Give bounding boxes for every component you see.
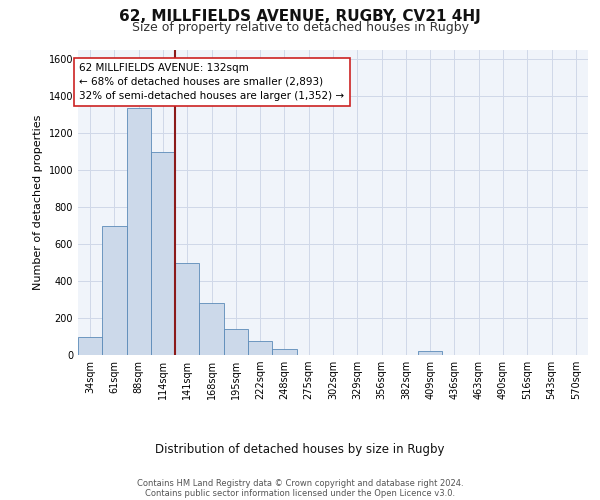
Bar xyxy=(78,336,102,355)
Bar xyxy=(418,352,442,355)
Bar xyxy=(175,262,199,355)
Text: 62 MILLFIELDS AVENUE: 132sqm
← 68% of detached houses are smaller (2,893)
32% of: 62 MILLFIELDS AVENUE: 132sqm ← 68% of de… xyxy=(79,63,344,101)
Bar xyxy=(199,303,224,355)
Bar xyxy=(272,350,296,355)
Text: 62, MILLFIELDS AVENUE, RUGBY, CV21 4HJ: 62, MILLFIELDS AVENUE, RUGBY, CV21 4HJ xyxy=(119,9,481,24)
Y-axis label: Number of detached properties: Number of detached properties xyxy=(33,115,43,290)
Bar xyxy=(248,341,272,355)
Bar xyxy=(127,108,151,355)
Text: Size of property relative to detached houses in Rugby: Size of property relative to detached ho… xyxy=(131,22,469,35)
Bar xyxy=(151,152,175,355)
Bar xyxy=(224,329,248,355)
Bar xyxy=(102,226,127,355)
Text: Contains public sector information licensed under the Open Licence v3.0.: Contains public sector information licen… xyxy=(145,489,455,498)
Text: Distribution of detached houses by size in Rugby: Distribution of detached houses by size … xyxy=(155,442,445,456)
Text: Contains HM Land Registry data © Crown copyright and database right 2024.: Contains HM Land Registry data © Crown c… xyxy=(137,479,463,488)
